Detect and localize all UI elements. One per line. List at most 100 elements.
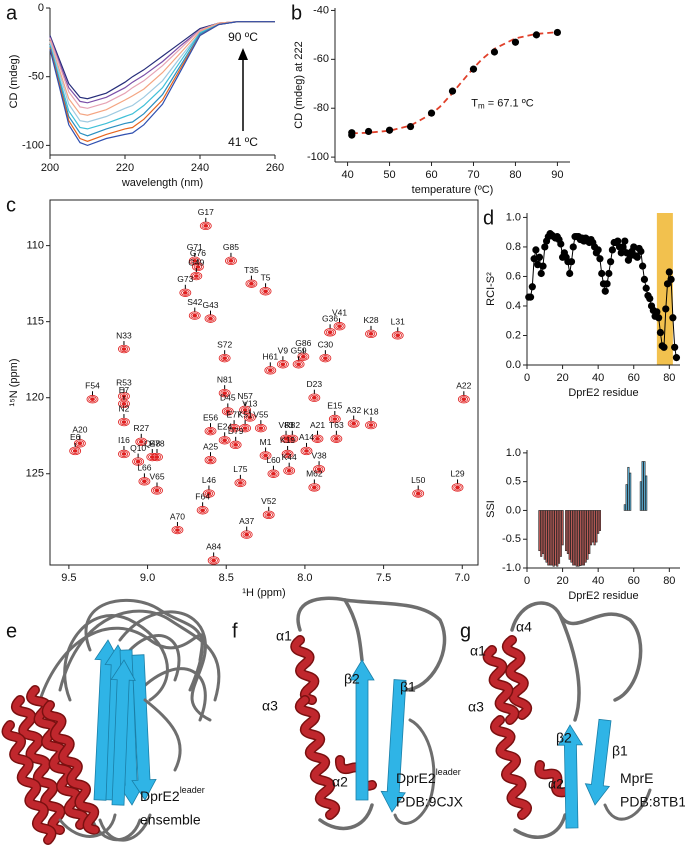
x-tick-label: 0 (524, 372, 530, 384)
annotation-part: T (471, 97, 478, 109)
helix (491, 716, 531, 819)
point (594, 246, 602, 254)
point (406, 122, 415, 131)
structure-label: α1 (470, 643, 486, 659)
bar (572, 510, 575, 566)
peak-label: V52 (261, 496, 276, 506)
contour (313, 435, 322, 442)
point (557, 240, 565, 248)
peak (196, 506, 209, 515)
contour (451, 483, 464, 492)
peak (118, 417, 130, 427)
peak-label: G71 (187, 242, 203, 252)
contour (175, 528, 180, 532)
contour (181, 289, 190, 296)
fit-line (351, 31, 558, 135)
contour (333, 322, 346, 331)
bar (579, 510, 582, 566)
point (532, 31, 541, 39)
bar (582, 510, 585, 566)
bar (538, 510, 541, 552)
x-tick-label: 0 (524, 575, 530, 587)
contour (302, 447, 311, 454)
contour (368, 332, 374, 336)
y-tick-label: -1.0 (502, 562, 521, 574)
peak (319, 353, 332, 363)
panel-letter: a (6, 2, 18, 24)
contour (220, 437, 229, 444)
peak (391, 331, 404, 340)
loop (118, 610, 212, 722)
point (667, 275, 675, 284)
peak-label: L46 (202, 475, 216, 485)
point (511, 38, 520, 46)
annotation: 41 ºC (228, 135, 258, 149)
peak (199, 221, 212, 231)
contour (333, 436, 339, 441)
peak (86, 395, 99, 404)
contour (327, 330, 333, 335)
y-tick-label: 115 (26, 316, 44, 328)
contour (283, 450, 292, 457)
bar (589, 510, 593, 546)
contour (461, 397, 467, 402)
point (541, 243, 549, 251)
contour (199, 221, 212, 231)
peak-label: G36 (322, 314, 338, 324)
peak (204, 314, 217, 323)
series-line (49, 21, 275, 147)
contour (119, 346, 129, 353)
contour (285, 452, 291, 456)
peak (218, 353, 231, 363)
contour (304, 449, 309, 453)
contour (152, 487, 162, 494)
peak (135, 437, 148, 447)
y-tick-label: 0.4 (506, 300, 521, 312)
contour (121, 347, 127, 351)
strand (131, 654, 157, 801)
contour (218, 436, 231, 445)
bar (577, 510, 580, 567)
contour (258, 426, 264, 430)
contour (72, 449, 78, 453)
contour (457, 395, 470, 404)
peak-label: A84 (206, 542, 221, 552)
peak-label: Q48 (144, 438, 160, 448)
x-tick-label: 90 (551, 169, 563, 181)
peak-label: G76 (190, 248, 206, 258)
contour (222, 356, 228, 360)
contour (201, 222, 210, 229)
peak-label: G59 (291, 346, 307, 356)
y-tick-label: -100 (307, 151, 329, 163)
peak (243, 413, 256, 422)
contour (308, 483, 321, 492)
peak (313, 464, 325, 474)
peak-label: F64 (195, 492, 210, 502)
peak-label: E15 (327, 400, 342, 410)
point (348, 129, 356, 137)
point (669, 314, 677, 322)
point (601, 287, 609, 295)
bar (627, 466, 630, 511)
peak-label: M62 (306, 469, 323, 479)
bar (557, 510, 561, 564)
point (608, 246, 616, 254)
peak-label: V65 (149, 472, 164, 482)
contour (249, 281, 254, 286)
contour (203, 489, 215, 498)
bar (597, 510, 600, 534)
y-tick-label: 0.2 (506, 329, 521, 341)
contour (193, 274, 199, 278)
point (642, 284, 650, 292)
peak-label: K44 (282, 452, 297, 462)
contour (206, 428, 215, 435)
point (539, 262, 547, 270)
contour (220, 390, 229, 397)
peak (324, 328, 336, 337)
peak (254, 423, 267, 433)
contour (233, 443, 239, 447)
contour (391, 331, 404, 340)
contour (195, 265, 201, 269)
bar (545, 510, 548, 563)
structure-label: β2 (344, 671, 360, 687)
